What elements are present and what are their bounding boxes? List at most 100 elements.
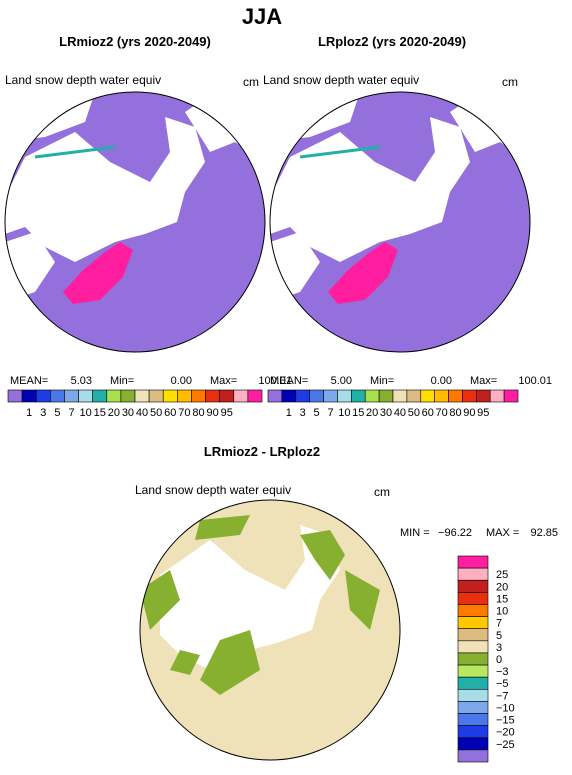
colorbar-label: 90 [206,407,218,419]
colorbar-box [120,389,136,403]
colorbar-box [457,664,489,678]
colorbar-label: 30 [380,407,392,419]
colorbar-box [148,389,164,403]
panel-title: LRmioz2 - LRploz2 [204,444,320,459]
units-label: cm [243,75,259,89]
units-label: cm [374,485,390,499]
colorbar-label: 70 [178,407,190,419]
colorbar: 1 3 5 7 10 15 20 30 40 50 60 70 80 90 95 [267,389,519,419]
colorbar-box [457,737,489,751]
colorbar-box [457,579,489,593]
colorbar-box [323,389,338,403]
colorbar-box [457,616,489,630]
colorbar-box [462,389,477,403]
colorbar-box [406,389,422,403]
colorbar-label: 5 [314,407,320,419]
colorbar-box [92,389,108,403]
colorbar-box [191,389,206,403]
colorbar-label: 25 [496,569,508,581]
colorbar-box [267,389,283,403]
stats-row: MEAN= 5.03 Min= 0.00 Max= 100.01 [10,375,292,387]
colorbar-box [35,389,51,403]
colorbar-label: 80 [192,407,204,419]
colorbar-box [489,389,505,403]
colorbar-label: 20 [108,407,120,419]
stat-label: Min= [370,375,394,387]
colorbar-box [205,389,220,403]
polar-map [4,91,266,353]
stats-row: MIN = −96.22 MAX = 92.85 [400,527,558,539]
colorbar-box [219,389,235,403]
colorbar-label: 60 [164,407,176,419]
stats-row: MEAN= 5.00 Min= 0.00 Max= 100.01 [270,375,552,387]
colorbar-box [134,389,150,403]
colorbar-box [177,389,192,403]
colorbar-label: 1 [286,407,292,419]
figure-title: JJA [242,4,282,29]
colorbar: 1 3 5 7 10 15 20 30 40 50 60 70 80 90 95 [7,389,263,419]
colorbar-label: 5 [54,407,60,419]
colorbar-label: −25 [496,739,515,751]
colorbar-box [21,389,37,403]
colorbar-label: 0 [496,654,502,666]
stat-label: MIN = [400,527,430,539]
colorbar-box [434,389,449,403]
variable-label: Land snow depth water equiv [135,483,291,497]
colorbar-box [457,567,489,581]
variable-label: Land snow depth water equiv [5,73,161,87]
colorbar-box [351,389,366,403]
colorbar-label: 1 [26,407,32,419]
colorbar-label: 40 [394,407,406,419]
colorbar-label: −10 [496,702,515,714]
stat-label: MEAN= [270,375,308,387]
colorbar-box [7,389,23,403]
stat-label: Min= [110,375,134,387]
colorbar-label: 95 [221,407,233,419]
colorbar-box [392,389,408,403]
colorbar-box [364,389,380,403]
stat-value: −96.22 [438,527,472,539]
colorbar-box [503,389,519,403]
colorbar-label: 3 [40,407,46,419]
colorbar-box [457,688,489,702]
colorbar-label: 80 [449,407,461,419]
colorbar-box [309,389,324,403]
colorbar-box [476,389,491,403]
colorbar-box [337,389,352,403]
colorbar-label: 10 [496,606,508,618]
stat-value: 0.00 [431,375,452,387]
colorbar-label: 50 [150,407,162,419]
stat-value: 92.85 [530,527,558,539]
colorbar-box [233,389,249,403]
colorbar-label: 5 [496,630,502,642]
colorbar-box [247,389,263,403]
stat-label: Max= [210,375,237,387]
colorbar-box [457,725,489,739]
stat-value: 5.03 [71,375,92,387]
colorbar-label: 30 [122,407,134,419]
colorbar-box [295,389,310,403]
colorbar-label: 15 [94,407,106,419]
polar-map [269,91,531,353]
colorbar-box [457,628,489,642]
colorbar-label: −20 [496,727,515,739]
colorbar-box [420,389,435,403]
colorbar-box [457,604,489,617]
stat-label: Max= [470,375,497,387]
colorbar-label: 10 [338,407,350,419]
colorbar-box [457,640,489,654]
colorbar-label: 90 [463,407,475,419]
stat-value: 0.00 [171,375,192,387]
polar-map [139,499,401,761]
colorbar-label: 3 [300,407,306,419]
colorbar-label: −15 [496,715,515,727]
colorbar-label: 20 [366,407,378,419]
colorbar-label: 15 [352,407,364,419]
colorbar-label: −3 [496,666,509,678]
panel-title: LRploz2 (yrs 2020-2049) [318,34,466,49]
colorbar-box [457,676,489,690]
colorbar-label: 10 [79,407,91,419]
colorbar-label: 40 [136,407,148,419]
